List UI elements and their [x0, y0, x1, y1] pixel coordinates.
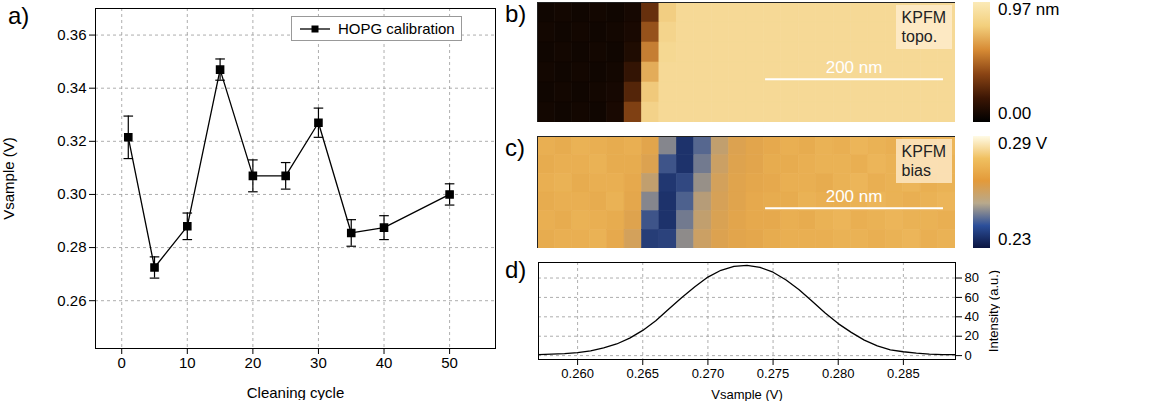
- svg-text:Vsample (V): Vsample (V): [711, 387, 783, 402]
- html-text:0.23: 0.23: [998, 230, 1032, 249]
- html-text:0.97 nm: 0.97 nm: [998, 0, 1060, 19]
- svg-text:0.30: 0.30: [57, 185, 86, 202]
- svg-text:20: 20: [965, 328, 979, 343]
- html-text:HOPG calibration: HOPG calibration: [338, 20, 455, 37]
- svg-text:200 nm: 200 nm: [826, 58, 883, 77]
- html-text:0.00: 0.00: [998, 104, 1032, 123]
- html-text:d): d): [505, 256, 527, 283]
- svg-text:0.36: 0.36: [57, 26, 86, 43]
- svg-text:40: 40: [965, 309, 979, 324]
- svg-text:50: 50: [441, 354, 458, 371]
- svg-text:0.265: 0.265: [626, 366, 659, 381]
- svg-text:Vsample (V): Vsample (V): [0, 137, 17, 220]
- svg-text:0.260: 0.260: [561, 366, 594, 381]
- svg-text:0.280: 0.280: [822, 366, 855, 381]
- svg-text:0.34: 0.34: [57, 79, 86, 96]
- svg-text:0: 0: [118, 354, 126, 371]
- html-text:a): a): [8, 2, 30, 29]
- svg-text:Intensity (a.u.): Intensity (a.u.): [986, 270, 1001, 352]
- svg-text:60: 60: [965, 290, 979, 305]
- html-text:KPFM topo.: KPFM topo.: [901, 9, 946, 45]
- svg-text:0: 0: [965, 348, 972, 363]
- svg-text:10: 10: [179, 354, 196, 371]
- svg-text:0.285: 0.285: [887, 366, 920, 381]
- html-text:KPFM bias: KPFM bias: [901, 143, 946, 179]
- html-text:0.29 V: 0.29 V: [998, 134, 1048, 153]
- svg-text:0.26: 0.26: [57, 291, 86, 308]
- html-text:b): b): [505, 0, 527, 27]
- svg-text:Cleaning cycle: Cleaning cycle: [247, 384, 345, 401]
- svg-text:0.275: 0.275: [757, 366, 790, 381]
- html-text:c): c): [505, 134, 525, 161]
- svg-text:200 nm: 200 nm: [826, 187, 883, 206]
- svg-text:0.28: 0.28: [57, 238, 86, 255]
- svg-text:20: 20: [245, 354, 262, 371]
- svg-text:80: 80: [965, 270, 979, 285]
- svg-text:0.270: 0.270: [692, 366, 725, 381]
- svg-text:0.32: 0.32: [57, 132, 86, 149]
- svg-text:40: 40: [376, 354, 393, 371]
- svg-text:30: 30: [310, 354, 327, 371]
